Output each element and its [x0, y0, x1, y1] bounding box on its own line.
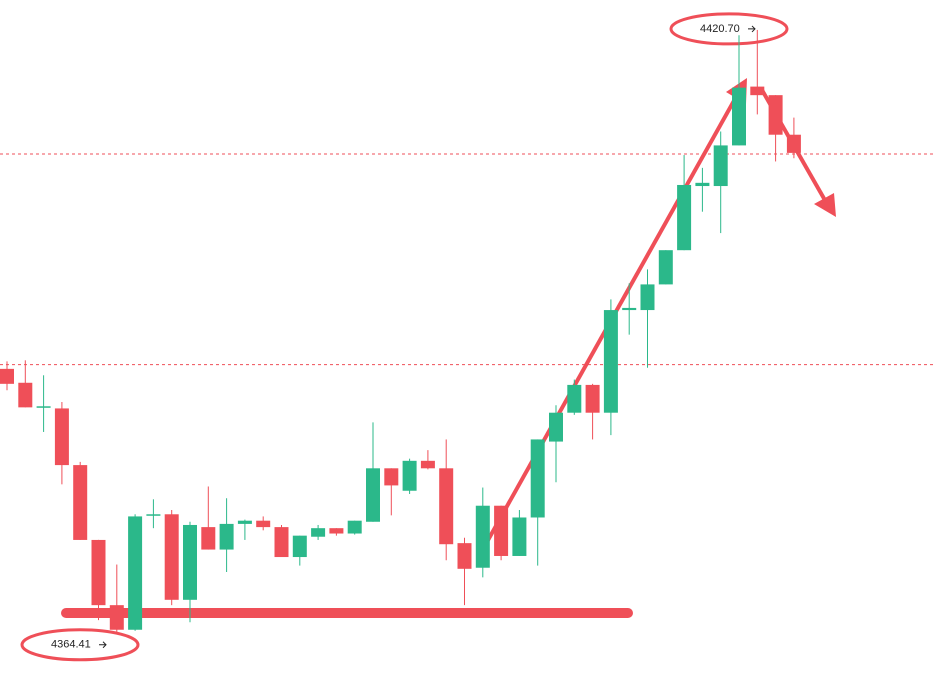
annotation-label: 4364.41 — [51, 639, 91, 651]
candle-body — [0, 368, 14, 384]
candle-body — [603, 310, 618, 413]
candle-body — [494, 505, 509, 556]
candle-body — [347, 520, 362, 534]
candle-body — [183, 524, 197, 600]
annotation-label: 4420.70 — [700, 23, 740, 35]
candle-body — [713, 145, 728, 187]
candle-body — [292, 535, 307, 558]
candle-body — [695, 182, 710, 187]
candle-body — [384, 468, 399, 486]
candle-body — [750, 86, 765, 96]
candle-body — [457, 543, 472, 569]
annotation-arrow-icon — [99, 641, 107, 649]
candle-body — [402, 460, 417, 491]
candle-body — [677, 184, 692, 251]
annotation-arrow-icon — [748, 25, 756, 33]
candle-body — [73, 465, 88, 540]
candles — [0, 29, 801, 632]
candle-body — [640, 284, 655, 311]
candle-body — [786, 134, 801, 153]
candle-body — [164, 514, 179, 600]
candle-body — [622, 307, 637, 311]
candle-body — [549, 412, 563, 442]
annotation-ellipse — [20, 628, 140, 662]
candle-body — [237, 520, 252, 524]
candle-body — [512, 517, 527, 556]
candle-body — [219, 523, 234, 550]
candle-body — [585, 384, 600, 413]
candle-body — [128, 516, 143, 630]
candle-body — [420, 460, 435, 469]
candle-body — [18, 382, 33, 408]
candle-body — [91, 539, 106, 606]
candle-body — [311, 528, 326, 537]
annotation-ellipse — [669, 12, 789, 46]
candle-body — [567, 384, 582, 413]
candle-body — [109, 605, 124, 630]
candle-body — [658, 250, 673, 285]
candle-body — [274, 527, 289, 558]
candle-body — [530, 439, 545, 518]
candle-body — [146, 514, 161, 516]
candle-body — [256, 520, 271, 528]
candle-body — [768, 95, 783, 135]
drawings — [20, 12, 836, 662]
candle-body — [475, 505, 490, 568]
candle-body — [439, 468, 454, 545]
candle-body — [366, 468, 380, 522]
candle-body — [201, 527, 216, 550]
candle-body — [36, 406, 51, 408]
arrow-head-down — [814, 193, 836, 217]
candle-body — [54, 408, 69, 466]
candle-body — [329, 528, 344, 534]
candle-body — [732, 87, 746, 146]
